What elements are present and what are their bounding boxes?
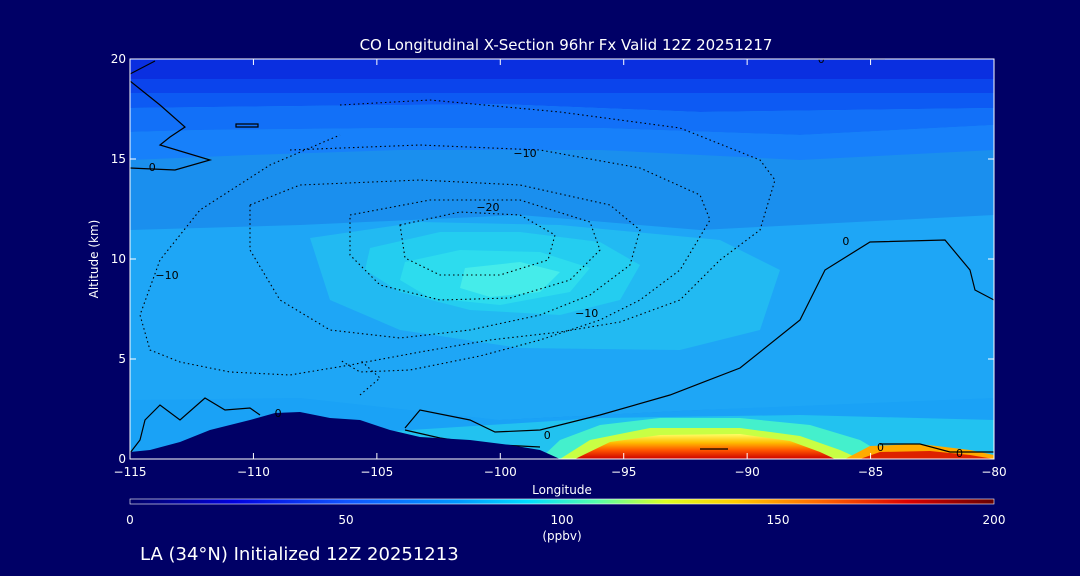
- contour-labels: 0 0 −10 −10 −20 −10 0 0 0 0 0: [149, 53, 963, 460]
- colorbar-tick-label: 150: [767, 513, 790, 527]
- y-tick-label: 15: [111, 152, 126, 166]
- y-axis: 0 5 10 15 20: [111, 52, 994, 466]
- contour-zero-loop: [235, 123, 259, 128]
- contour-label: −10: [513, 147, 536, 160]
- contour-zero-east: [880, 443, 994, 453]
- band-top-2: [130, 79, 994, 93]
- band-top-3: [130, 93, 994, 112]
- colorbar-units: (ppbv): [542, 529, 581, 543]
- x-tick-label: −85: [858, 465, 883, 479]
- band-top-1: [130, 59, 994, 79]
- y-axis-label: Altitude (km): [87, 220, 101, 299]
- surface-max-core: [575, 434, 835, 459]
- contour-neg15: [249, 179, 641, 339]
- negative-contours: [139, 99, 776, 396]
- x-tick-label: −110: [237, 465, 270, 479]
- contour-zero-main: [404, 239, 994, 433]
- contour-neg25: [399, 211, 556, 276]
- contour-label: −20: [476, 201, 499, 214]
- co-field: 0 0 −10 −10 −20 −10 0 0 0 0 0: [130, 53, 994, 460]
- colorbar-tick-label: 100: [551, 513, 574, 527]
- contour-label: −10: [155, 269, 178, 282]
- contour-label: −10: [575, 307, 598, 320]
- contour-neg10-inner: [289, 144, 711, 373]
- colorbar-tick-label: 50: [338, 513, 353, 527]
- surface-max-east-core: [860, 451, 994, 459]
- footer-caption: LA (34°N) Initialized 12Z 20251213: [140, 544, 459, 565]
- chart-title: CO Longitudinal X-Section 96hr Fx Valid …: [360, 36, 773, 54]
- y-tick-label: 0: [118, 452, 126, 466]
- contour-zero-top-left: [130, 60, 156, 75]
- x-tick-label: −105: [360, 465, 393, 479]
- contour-neg10-outer: [139, 99, 776, 376]
- terrain: [130, 412, 560, 459]
- x-tick-label: −115: [114, 465, 147, 479]
- contour-label: 0: [877, 441, 884, 454]
- x-tick-label: −90: [734, 465, 759, 479]
- x-tick-label: −100: [484, 465, 517, 479]
- colorbar-tick-label: 0: [126, 513, 134, 527]
- contour-label: 0: [275, 407, 282, 420]
- x-tick-label: −95: [611, 465, 636, 479]
- colorbar-tick-label: 200: [983, 513, 1006, 527]
- y-tick-label: 10: [111, 252, 126, 266]
- x-axis-label: Longitude: [532, 483, 592, 497]
- contour-label: 0: [818, 53, 825, 66]
- x-tick-label: −80: [981, 465, 1006, 479]
- colorbar-ticks: 0 50 100 150 200: [126, 513, 1005, 527]
- y-tick-label: 20: [111, 52, 126, 66]
- plume-core: [460, 262, 560, 297]
- band-top-5: [130, 125, 994, 160]
- y-tick-label: 5: [118, 352, 126, 366]
- band-top-4: [130, 104, 994, 135]
- contour-zero-upper-left: [130, 80, 213, 171]
- x-axis: −115 −110 −105 −100 −95 −90 −85 −80: [114, 59, 1007, 479]
- contour-label: 0: [956, 447, 963, 460]
- contour-label: 0: [544, 429, 551, 442]
- contour-label: 0: [842, 235, 849, 248]
- contour-zero-low-left: [130, 397, 261, 454]
- contour-label: 0: [149, 161, 156, 174]
- colorbar: [129, 498, 995, 505]
